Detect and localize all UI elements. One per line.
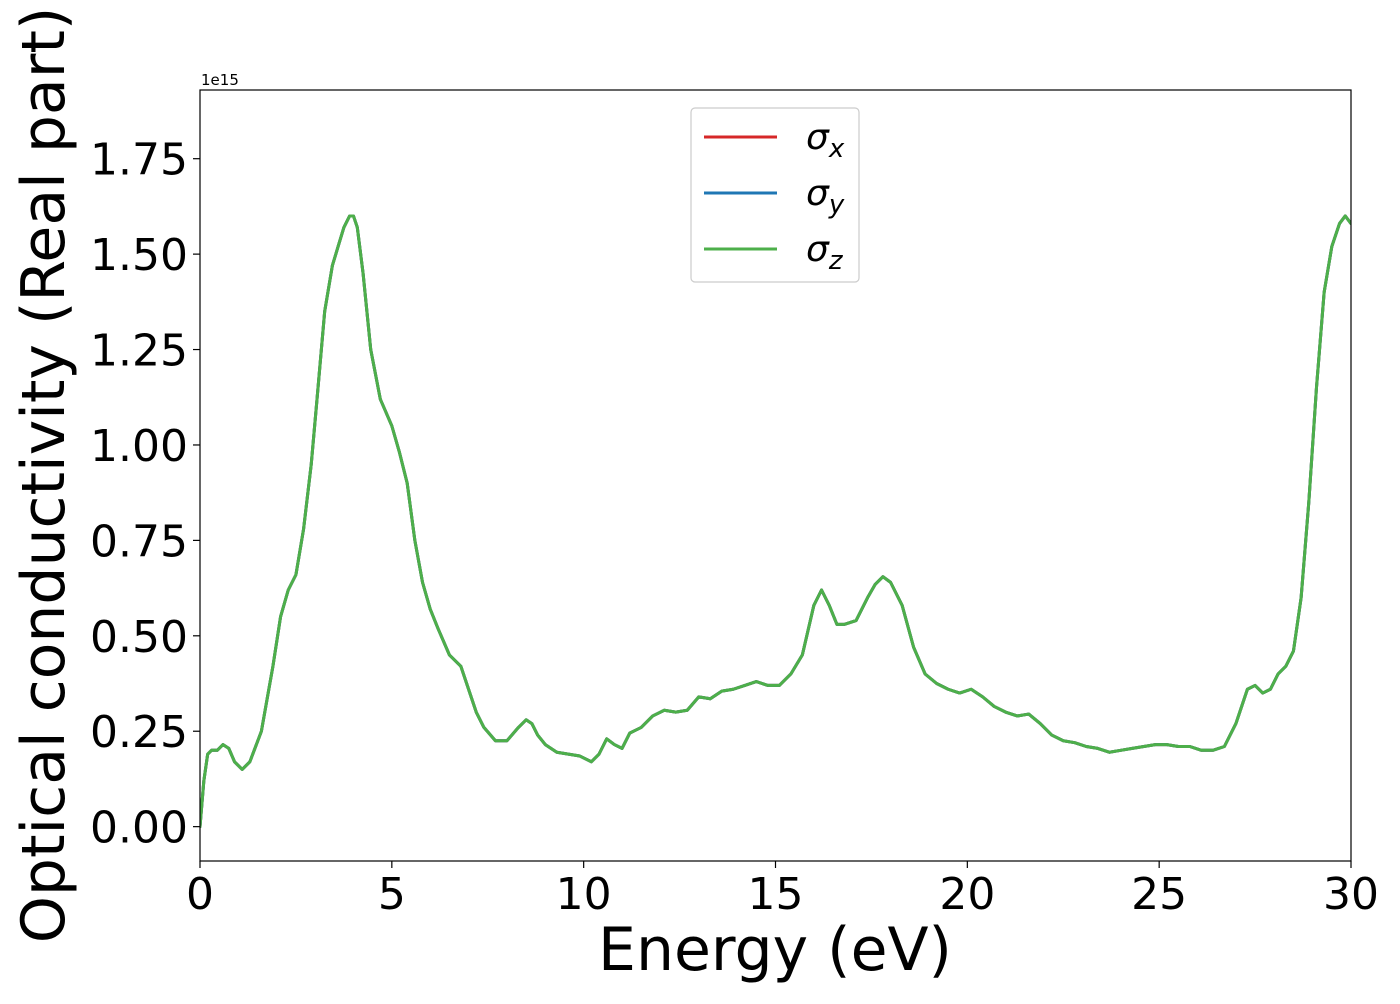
x-tick-label: 0 [186,869,214,920]
x-axis: 0 5 10 15 20 25 30 [186,861,1379,920]
legend-label: σz [806,229,844,276]
legend-item-y: σy [704,173,845,220]
series-line-z [200,214,1351,829]
y-tick-label: 0.00 [90,803,188,854]
series-layer [200,214,1351,829]
y-axis-label: Optical conductivity (Real part) [9,7,79,944]
x-tick-label: 10 [556,869,612,920]
x-tick-label: 25 [1131,869,1187,920]
y-axis: 0.00 0.25 0.50 0.75 1.00 1.25 1.50 1.75 [90,135,200,854]
y-tick-label: 1.25 [90,326,188,377]
y-axis-offset-text: 1e15 [201,71,239,89]
y-tick-label: 1.75 [90,135,188,186]
y-tick-label: 0.50 [90,612,188,663]
y-tick-label: 1.50 [90,230,188,281]
x-tick-label: 15 [748,869,804,920]
y-tick-label: 0.25 [90,707,188,758]
x-tick-label: 5 [378,869,406,920]
legend-label: σx [806,117,845,164]
y-tick-label: 0.75 [90,516,188,567]
x-tick-label: 20 [939,869,995,920]
legend-item-z: σz [704,229,844,276]
legend-item-x: σx [704,117,845,164]
legend-label: σy [806,173,845,220]
y-tick-label: 1.00 [90,421,188,472]
legend: σx σy σz [690,107,860,283]
plot-area [199,89,1352,862]
legend-frame [690,107,860,283]
x-tick-label: 30 [1323,869,1379,920]
x-axis-label: Energy (eV) [598,915,952,985]
